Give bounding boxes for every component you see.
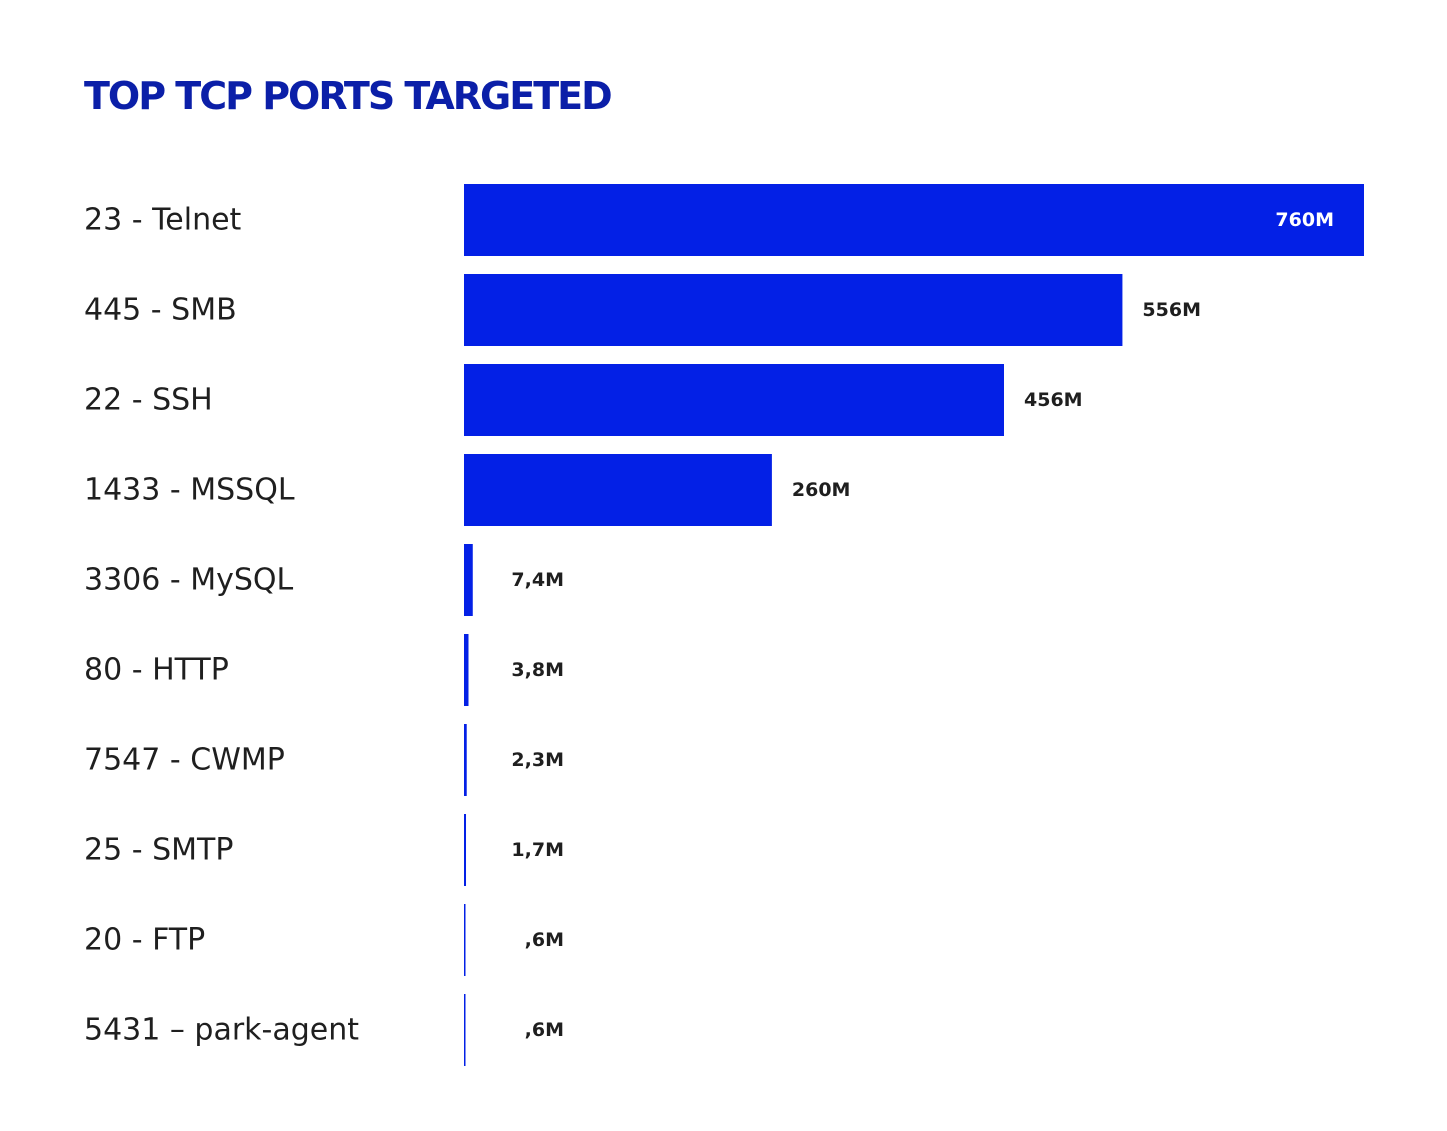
category-label: 23 - Telnet <box>84 203 242 238</box>
category-label: 7547 - CWMP <box>84 743 285 778</box>
category-label: 20 - FTP <box>84 923 205 958</box>
bar <box>464 454 772 526</box>
category-label: 1433 - MSSQL <box>84 473 295 508</box>
bar <box>464 544 473 616</box>
value-label: ,6M <box>525 929 564 951</box>
value-label: 456M <box>1024 389 1083 411</box>
bar <box>464 904 466 976</box>
bar <box>464 724 467 796</box>
category-label: 22 - SSH <box>84 383 213 418</box>
category-label: 5431 – park-agent <box>84 1013 359 1048</box>
bar <box>464 634 469 706</box>
category-label: 445 - SMB <box>84 293 237 328</box>
category-label: 3306 - MySQL <box>84 563 294 598</box>
value-label: 2,3M <box>511 749 564 771</box>
value-label: 760M <box>1275 209 1334 231</box>
bar <box>464 814 467 886</box>
bar <box>464 994 466 1066</box>
chart-title: TOP TCP PORTS TARGETED <box>84 74 613 118</box>
category-label: 25 - SMTP <box>84 833 233 868</box>
value-label: 3,8M <box>511 659 564 681</box>
value-label: ,6M <box>525 1019 564 1041</box>
value-label: 260M <box>792 479 851 501</box>
bar <box>464 184 1364 256</box>
bar <box>464 274 1123 346</box>
value-label: 1,7M <box>511 839 564 861</box>
value-label: 556M <box>1142 299 1201 321</box>
value-label: 7,4M <box>511 569 564 591</box>
bar <box>464 364 1004 436</box>
category-label: 80 - HTTP <box>84 653 229 688</box>
